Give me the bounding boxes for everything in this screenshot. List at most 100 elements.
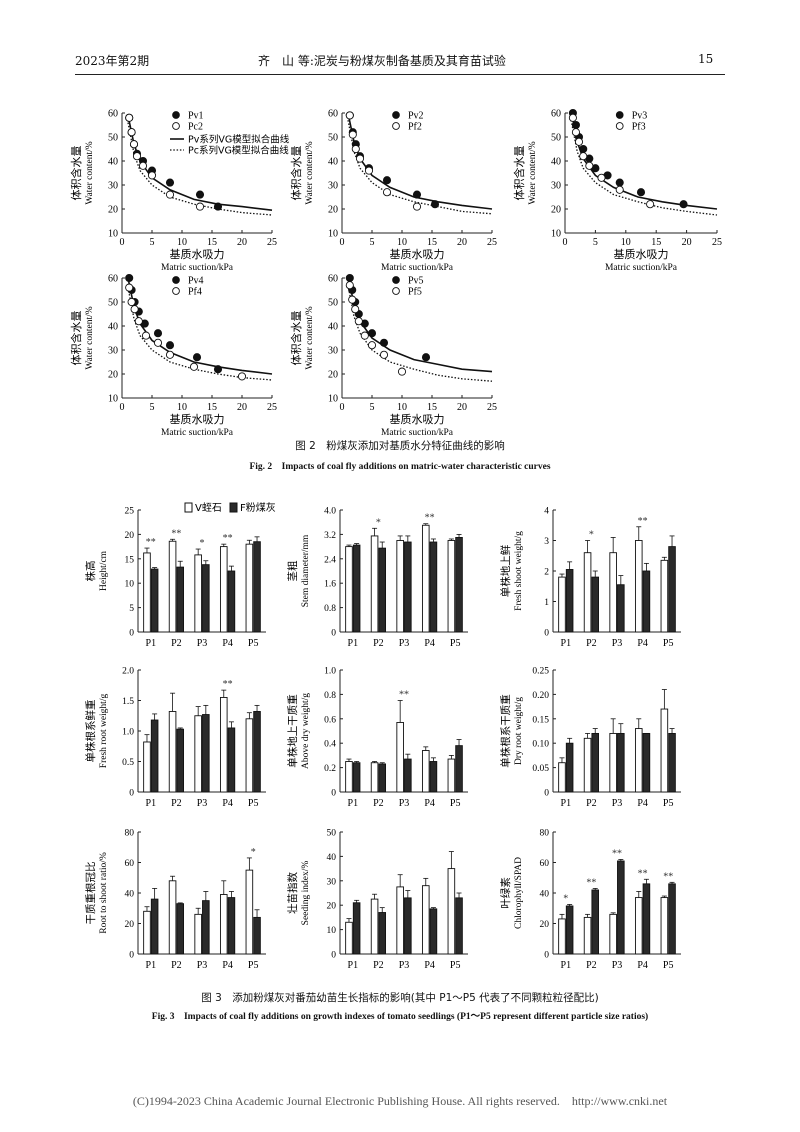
legend-label: Pv4	[188, 276, 204, 287]
x-tick-label: 5	[150, 237, 155, 248]
data-point	[367, 329, 377, 338]
y-axis-label-cn: 壮苗指数	[286, 872, 299, 914]
bar-vermiculite	[583, 552, 592, 633]
category-label: P3	[612, 798, 623, 809]
y-tick-label: 0.25	[532, 667, 549, 677]
y-tick-label: 1.6	[324, 580, 336, 590]
y-axis-label-en: Root to shoot ratio/%	[99, 852, 109, 934]
category-label: P1	[561, 638, 572, 649]
bar-vermiculite	[421, 750, 430, 793]
bar-vermiculite	[194, 715, 202, 793]
y-axis-label-en: Water content/%	[305, 306, 315, 369]
y-axis-label-cn: 体积含水量	[69, 311, 83, 366]
bar-flyash	[202, 564, 210, 633]
bar-vermiculite	[194, 913, 202, 955]
y-axis-label-cn: 单株根系鲜重	[84, 700, 97, 763]
legend-fit-label: Pc系列VG模型拟合曲线	[188, 145, 289, 157]
x-tick-label: 25	[267, 402, 277, 413]
x-tick-label: 10	[177, 402, 187, 413]
data-point	[412, 190, 422, 199]
bar-vermiculite	[370, 535, 379, 633]
category-label: P1	[146, 798, 157, 809]
data-point	[354, 317, 363, 326]
category-label: P4	[637, 960, 648, 971]
category-label: P2	[373, 960, 384, 971]
data-point	[125, 283, 134, 292]
y-tick-label: 0.2	[324, 764, 336, 774]
data-point	[397, 367, 407, 376]
y-tick-label: 40	[108, 157, 118, 168]
x-tick-label: 20	[457, 402, 467, 413]
y-axis-label-en: Height/cm	[99, 550, 109, 591]
significance-mark: **	[612, 848, 622, 859]
data-point	[367, 341, 377, 350]
significance-mark: *	[589, 530, 594, 541]
y-axis-label-cn: 单株地上鲜	[499, 544, 512, 597]
category-label: P3	[399, 638, 410, 649]
significance-mark: **	[399, 690, 409, 701]
x-axis-label-en: Matric suction/kPa	[605, 263, 678, 273]
y-tick-label: 2	[544, 568, 549, 578]
x-tick-label: 15	[427, 237, 437, 248]
y-axis-label-en: Chlorophyll/SPAD	[514, 857, 524, 929]
legend-marker	[172, 122, 180, 130]
x-axis-label-en: Matric suction/kPa	[161, 263, 234, 273]
y-tick-label: 10	[327, 926, 337, 936]
bar-vermiculite	[660, 559, 669, 633]
y-tick-label: 50	[108, 133, 118, 144]
x-tick-label: 15	[651, 237, 661, 248]
legend-marker	[392, 111, 400, 119]
legend-marker	[172, 287, 180, 295]
y-tick-label: 50	[327, 829, 337, 839]
data-point	[141, 331, 151, 340]
data-point	[165, 341, 175, 350]
y-tick-label: 4.0	[324, 507, 336, 517]
y-tick-label: 50	[328, 298, 338, 309]
y-tick-label: 1.5	[122, 697, 134, 707]
x-tick-label: 5	[370, 237, 375, 248]
bar-flyash	[565, 905, 574, 955]
data-point	[192, 353, 202, 362]
x-tick-label: 0	[120, 402, 125, 413]
legend-label: Pv3	[632, 111, 648, 122]
bar-flyash	[565, 742, 574, 793]
bar-flyash	[429, 908, 438, 955]
fit-curve-dotted	[570, 120, 718, 216]
bar-flyash	[202, 900, 210, 955]
bar-vermiculite	[583, 737, 592, 793]
x-axis-label-en: Matric suction/kPa	[381, 428, 454, 438]
data-point	[130, 305, 139, 314]
y-tick-label: 50	[551, 133, 561, 144]
y-tick-label: 0.8	[324, 691, 336, 701]
bar-vermiculite	[194, 554, 202, 633]
y-tick-label: 80	[125, 829, 135, 839]
y-tick-label: 0	[331, 789, 336, 799]
y-axis-label-en: Above dry weight/g	[301, 693, 311, 769]
y-tick-label: 0.5	[122, 758, 134, 768]
y-axis-label-en: Water content/%	[305, 141, 315, 204]
y-axis-label-cn: 株高	[84, 561, 97, 582]
y-tick-label: 0	[544, 789, 549, 799]
fig2a-panel: 10 20 30 40 50 60 0 5 10 15 20 25 基质水吸力 Matric suctio…	[69, 109, 290, 274]
x-tick-label: 10	[397, 402, 407, 413]
bar-flyash	[617, 860, 625, 955]
category-label: P3	[399, 960, 410, 971]
significance-mark: **	[586, 877, 596, 888]
y-tick-label: 50	[328, 133, 338, 144]
data-point	[355, 154, 365, 163]
y-tick-label: 1.0	[324, 667, 336, 677]
category-label: P4	[637, 638, 648, 649]
bar-flyash	[352, 762, 361, 793]
x-tick-label: 5	[370, 402, 375, 413]
bar-vermiculite	[609, 552, 617, 633]
y-tick-label: 10	[108, 229, 118, 240]
x-tick-label: 25	[267, 237, 277, 248]
data-point	[213, 202, 223, 211]
legend-swatch-flyash	[229, 502, 238, 513]
bar-flyash	[227, 727, 236, 793]
bar-flyash	[617, 584, 625, 633]
y-tick-label: 80	[540, 829, 550, 839]
data-point	[679, 200, 688, 209]
y-tick-label: 40	[327, 853, 337, 863]
